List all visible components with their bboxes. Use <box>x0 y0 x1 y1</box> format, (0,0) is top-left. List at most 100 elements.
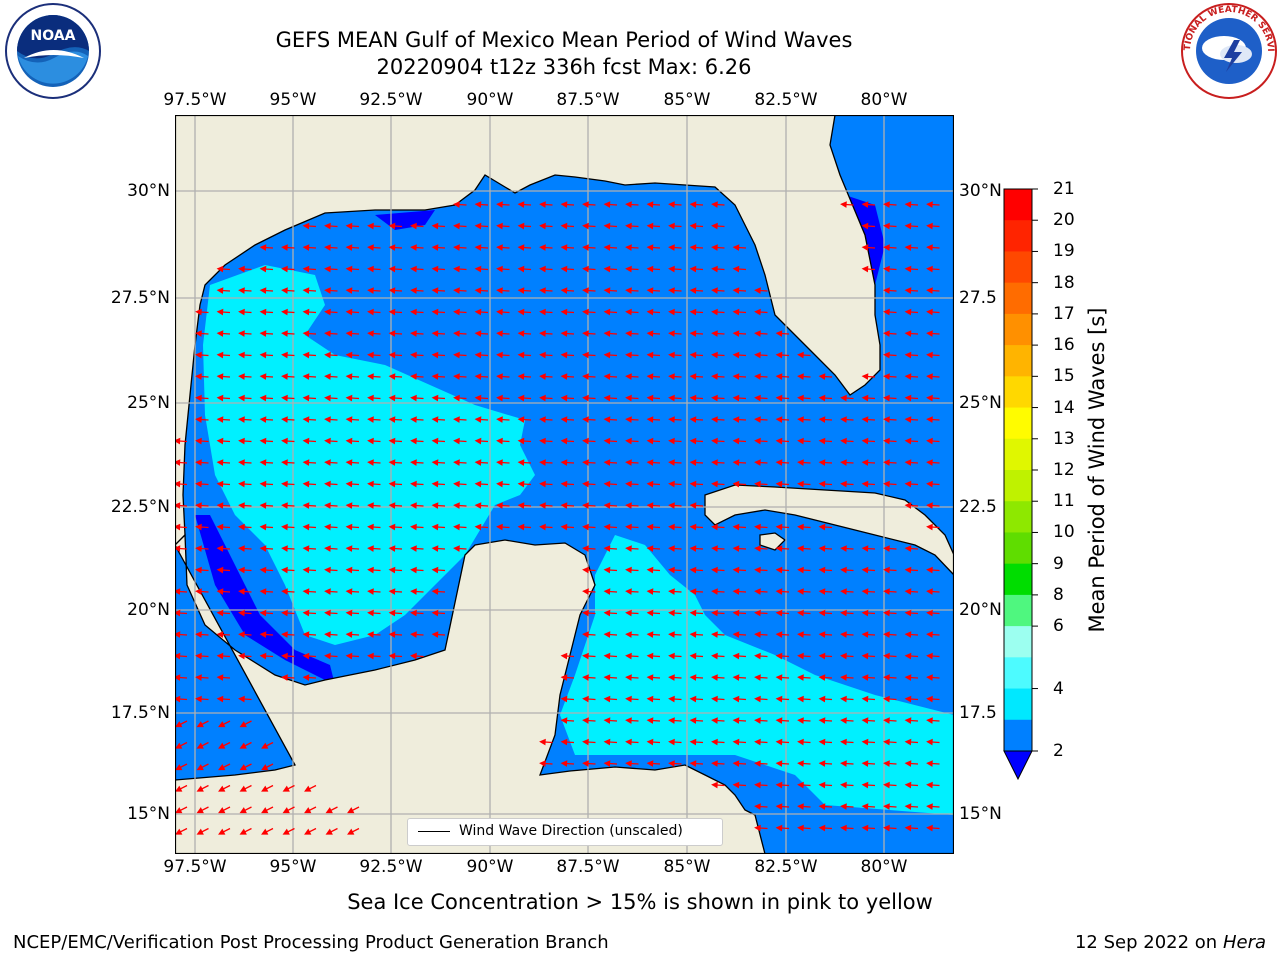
wind-arrow-head <box>668 330 675 337</box>
wind-arrow-head <box>431 244 439 251</box>
wind-arrow-head <box>281 394 288 402</box>
colorbar-tick-label: 12 <box>1053 460 1075 480</box>
wind-arrow-head <box>582 717 589 724</box>
wind-arrow-head <box>431 416 439 423</box>
wind-arrow-head <box>840 437 847 445</box>
wind-arrow-head <box>388 265 396 273</box>
wind-arrow-head <box>775 738 783 746</box>
wind-arrow-head <box>474 502 482 509</box>
wind-arrow-head <box>904 265 912 273</box>
wind-arrow-head <box>797 717 804 724</box>
wind-arrow-head <box>840 781 847 789</box>
wind-arrow-head <box>325 828 333 835</box>
wind-arrow-head <box>904 330 912 337</box>
wind-arrow-head <box>302 523 310 531</box>
wind-arrow-head <box>474 523 482 531</box>
wind-arrow-head <box>367 437 374 445</box>
wind-arrow-head <box>388 588 396 595</box>
wind-arrow-head <box>668 287 675 294</box>
wind-arrow-head <box>259 394 267 402</box>
wind-arrow-head <box>216 287 224 294</box>
wind-arrow-head <box>711 480 718 488</box>
wind-arrow-head <box>883 480 890 488</box>
wind-arrow-head <box>797 459 804 466</box>
wind-arrow-head <box>840 545 847 552</box>
wind-arrow-head <box>754 308 761 316</box>
wind-arrow-head <box>560 437 568 445</box>
wind-arrow-head <box>926 502 933 509</box>
wind-arrow-head <box>883 803 890 810</box>
wind-arrow-head <box>259 244 267 251</box>
wind-arrow-head <box>195 459 202 466</box>
wind-arrow-head <box>603 244 611 251</box>
wind-arrow-head <box>175 545 181 552</box>
colorbar-segment <box>1004 313 1032 346</box>
colorbar-segment <box>1004 657 1032 690</box>
wind-arrow-head <box>861 437 869 445</box>
wind-arrow-head <box>883 265 890 273</box>
wind-arrow-head <box>840 566 847 574</box>
wind-arrow-head <box>883 717 890 724</box>
wind-arrow-head <box>926 631 933 638</box>
wind-arrow-head <box>453 373 460 380</box>
wind-arrow-head <box>754 631 761 638</box>
wind-arrow-head <box>302 652 310 660</box>
wind-arrow-head <box>926 437 933 445</box>
wind-arrow-head <box>883 631 890 638</box>
wind-arrow-head <box>797 609 804 617</box>
wind-arrow-head <box>345 480 353 488</box>
map-legend: Wind Wave Direction (unscaled) <box>407 818 723 846</box>
wind-arrow-head <box>861 674 869 681</box>
wind-arrow-head <box>818 459 826 466</box>
wind-arrow-head <box>883 351 890 359</box>
wind-arrow-head <box>646 695 654 703</box>
wind-arrow-head <box>775 760 783 767</box>
wind-arrow-head <box>410 437 417 445</box>
wind-arrow-head <box>582 738 589 746</box>
wind-arrow-head <box>453 287 460 294</box>
wind-arrow-head <box>281 308 288 316</box>
wind-arrow-head <box>431 222 439 230</box>
wind-arrow-head <box>259 523 267 531</box>
wind-arrow-head <box>818 738 826 746</box>
wind-arrow-head <box>646 717 654 724</box>
wind-arrow-head <box>582 373 589 380</box>
wind-arrow-head <box>410 308 417 316</box>
wind-arrow-head <box>711 244 718 251</box>
wind-arrow-head <box>732 738 740 746</box>
wind-arrow-head <box>453 416 460 423</box>
cyan-region-caribbean <box>560 535 954 815</box>
wind-arrow-head <box>239 807 247 814</box>
wind-arrow-head <box>861 480 869 488</box>
colorbar-tick-label: 9 <box>1053 553 1064 574</box>
wind-arrow-head <box>175 828 183 835</box>
wind-arrow-head <box>732 373 740 380</box>
wind-arrow-head <box>259 373 267 380</box>
wind-arrow-head <box>539 523 546 531</box>
wind-arrow-head <box>689 502 697 509</box>
wind-arrow-head <box>754 373 761 380</box>
wind-arrow-head <box>775 394 783 402</box>
wind-arrow-head <box>754 351 761 359</box>
wind-arrow-head <box>625 502 632 509</box>
wind-arrow-head <box>431 351 439 359</box>
wind-arrow-head <box>388 308 396 316</box>
wind-arrow-head <box>603 717 611 724</box>
land-us-gulf-coast <box>175 115 954 546</box>
wind-arrow-head <box>582 760 589 767</box>
wind-arrow-head <box>195 373 202 380</box>
wind-arrow-head <box>388 523 396 531</box>
wind-arrow-head <box>818 437 826 445</box>
wind-arrow-head <box>474 480 482 488</box>
wind-arrow-head <box>302 502 310 509</box>
noaa-logo: NOAA <box>5 3 101 99</box>
wind-arrow-head <box>797 416 804 423</box>
wind-arrow-head <box>496 459 503 466</box>
wind-arrow-head <box>238 631 245 638</box>
wind-arrow-head <box>560 244 568 251</box>
wind-arrow-head <box>345 287 353 294</box>
wind-arrow-head <box>196 807 204 814</box>
wind-arrow-head <box>797 652 804 660</box>
lon-label-top: 87.5°W <box>556 90 620 110</box>
wind-arrow-head <box>281 545 288 552</box>
